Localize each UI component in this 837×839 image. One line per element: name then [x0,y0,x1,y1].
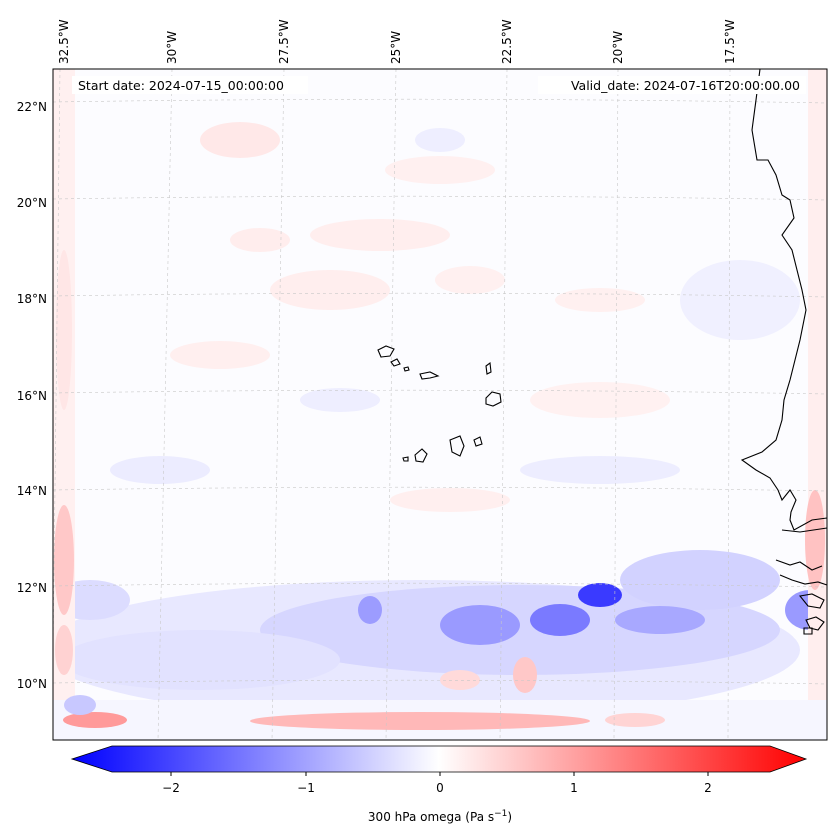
lat-gridline [53,389,827,395]
edge-artifact [55,625,73,675]
descent-core [358,596,382,624]
lat-label: 18°N [17,292,47,306]
island-sao-vicente [390,358,401,367]
ascent-patch [390,488,510,512]
coastline [779,574,828,586]
descent-band [60,630,340,690]
edge-artifact [250,712,590,730]
lon-label: 30°W [165,31,179,64]
edge-artifact [805,490,825,590]
island-boa-vista [485,391,502,407]
island-maio [473,436,483,447]
edge-artifact [63,712,127,728]
coastline [781,527,828,533]
lon-gridline [157,69,173,740]
lon-gridline [385,69,397,740]
island-sal [485,361,492,375]
lat-gridline [53,195,827,201]
lat-label: 22°N [17,100,47,114]
start-date-text: Start date: 2024-07-15_00:00:00 [78,78,284,93]
valid-date-text: Valid_date: 2024-07-16T20:00:00.00 [571,78,800,93]
ascent-patch [513,657,537,693]
longitude-labels: 32.5°W 30°W 27.5°W 25°W 22.5°W 20°W 17.5… [57,19,737,64]
latitude-labels: 22°N 20°N 18°N 16°N 14°N 12°N 10°N [17,100,47,691]
colorbar-tick-label: 2 [704,781,712,795]
lat-gridline [53,679,827,685]
ascent-patch [270,270,390,310]
lat-gridline [53,582,827,588]
lon-label: 22.5°W [500,19,514,64]
lat-gridline [53,98,827,104]
coastline [798,593,825,609]
descent-patch [300,388,380,412]
lon-label: 20°W [611,31,625,64]
ascent-patch [230,228,290,252]
descent-core [530,604,590,636]
descent-patch [415,128,465,152]
ascent-patch [555,288,645,312]
edge-artifact [56,250,72,410]
lat-gridline [53,292,827,298]
edge-artifact [54,505,74,615]
ascent-patch [200,122,280,158]
lat-gridline [53,486,827,492]
colorbar-tick-label: 1 [570,781,578,795]
colorbar-ticks [170,772,709,776]
valid-date-box: Valid_date: 2024-07-16T20:00:00.00 [538,76,806,94]
island-santa-luzia [403,366,410,372]
island-brava [402,456,409,462]
island-santiago [449,435,465,457]
descent-core [615,606,705,634]
lon-gridline [271,69,285,740]
edge-artifact [64,695,96,715]
colorbar-scale [70,745,808,773]
coastline [805,616,825,631]
colorbar-tick-label: −2 [162,781,180,795]
descent-band [620,550,780,610]
lon-gridline [499,69,508,740]
coastline [740,68,828,531]
descent-core [440,605,520,645]
ascent-patch [385,156,495,184]
island-fogo [414,448,428,463]
start-date-box: Start date: 2024-07-15_00:00:00 [72,76,308,94]
ascent-patch [440,670,480,690]
map-frame [52,68,828,741]
ascent-patch [530,382,670,418]
coastline [803,627,813,635]
omega-field [53,69,827,740]
african-coastline [740,68,828,635]
lon-label: 17.5°W [723,19,737,64]
lat-label: 12°N [17,581,47,595]
colorbar: −2 −1 0 1 2 300 hPa omega (Pa s−1) [70,745,808,824]
ascent-patch [170,341,270,369]
lat-label: 20°N [17,196,47,210]
island-santo-antao [377,345,395,358]
lat-label: 14°N [17,484,47,498]
lon-gridline [727,69,731,740]
descent-patch [680,260,800,340]
coastline [775,559,823,571]
lon-label: 32.5°W [57,19,71,64]
descent-core [578,583,622,607]
cape-verde-islands [377,345,502,463]
map-panel: Start date: 2024-07-15_00:00:00 Valid_da… [52,68,828,741]
colorbar-label: 300 hPa omega (Pa s−1) [368,809,512,824]
descent-patch [520,456,680,484]
ascent-patch [310,219,450,251]
colorbar-tick-label: 0 [436,781,444,795]
lon-gridline [613,69,619,740]
edge-artifact [605,713,665,727]
lat-label: 10°N [17,677,47,691]
descent-patch [110,456,210,484]
lon-label: 25°W [389,31,403,64]
island-sao-nicolau [419,371,440,380]
graticule [53,69,827,740]
lon-label: 27.5°W [277,19,291,64]
ascent-patch [435,266,505,294]
lat-label: 16°N [17,389,47,403]
colorbar-tick-label: −1 [297,781,315,795]
